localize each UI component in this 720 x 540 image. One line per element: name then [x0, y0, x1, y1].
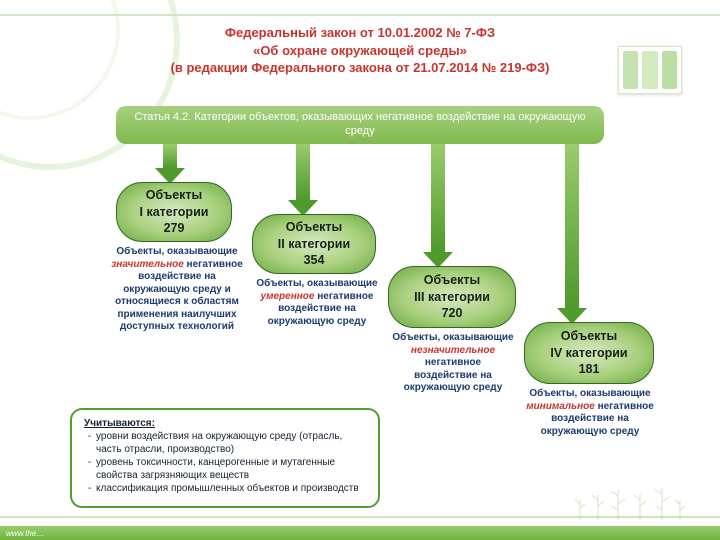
considerations-box: Учитываются: уровни воздействия на окруж… — [70, 408, 380, 508]
category-desc-4: Объекты, оказывающие минимальное негатив… — [520, 388, 660, 438]
article-banner: Статья 4.2. Категории объектов, оказываю… — [116, 106, 604, 144]
consider-item-1: уровни воздействия на окружающую среду (… — [88, 431, 366, 456]
title-line2: «Об охране окружающей среды» — [0, 42, 720, 60]
considerations-list: уровни воздействия на окружающую среду (… — [84, 431, 366, 496]
consider-item-3: классификация промышленных объектов и пр… — [88, 483, 366, 496]
arrow-2 — [288, 144, 318, 216]
category-capsule-3: ОбъектыIII категории720 — [388, 266, 516, 328]
capsule-title-l2: III категории — [414, 289, 490, 306]
capsule-count: 279 — [164, 220, 185, 237]
bottom-band — [0, 526, 720, 540]
arrow-1 — [155, 144, 185, 184]
capsule-count: 720 — [442, 305, 463, 322]
capsule-title-l2: IV категории — [550, 345, 627, 362]
capsule-title-l1: Объекты — [146, 187, 202, 204]
title-line1: Федеральный закон от 10.01.2002 № 7-ФЗ — [0, 24, 720, 42]
capsule-title-l2: I категории — [140, 204, 209, 221]
considerations-title: Учитываются: — [84, 418, 366, 429]
page-title: Федеральный закон от 10.01.2002 № 7-ФЗ «… — [0, 24, 720, 77]
plants-art — [570, 470, 690, 520]
article-banner-text: Статья 4.2. Категории объектов, оказываю… — [130, 111, 590, 139]
arrow-4 — [557, 144, 587, 324]
capsule-count: 181 — [579, 361, 600, 378]
capsule-title-l1: Объекты — [286, 219, 342, 236]
category-desc-1: Объекты, оказывающие значительное негати… — [104, 246, 250, 334]
consider-item-2: уровень токсичности, канцерогенные и мут… — [88, 457, 366, 482]
capsule-title-l2: II категории — [278, 236, 350, 253]
top-divider — [0, 14, 720, 16]
arrow-3 — [423, 144, 453, 268]
capsule-title-l1: Объекты — [561, 328, 617, 345]
category-desc-3: Объекты, оказывающие незначительное нега… — [392, 332, 514, 395]
capsule-title-l1: Объекты — [424, 272, 480, 289]
capsule-count: 354 — [304, 252, 325, 269]
category-capsule-4: ОбъектыIV категории181 — [524, 322, 654, 384]
title-line3: (в редакции Федерального закона от 21.07… — [0, 59, 720, 77]
category-capsule-2: ОбъектыII категории354 — [252, 214, 376, 274]
category-capsule-1: ОбъектыI категории279 — [116, 182, 232, 242]
footer-url: www.the… — [6, 529, 44, 538]
category-desc-2: Объекты, оказывающие умеренное негативно… — [250, 278, 384, 328]
